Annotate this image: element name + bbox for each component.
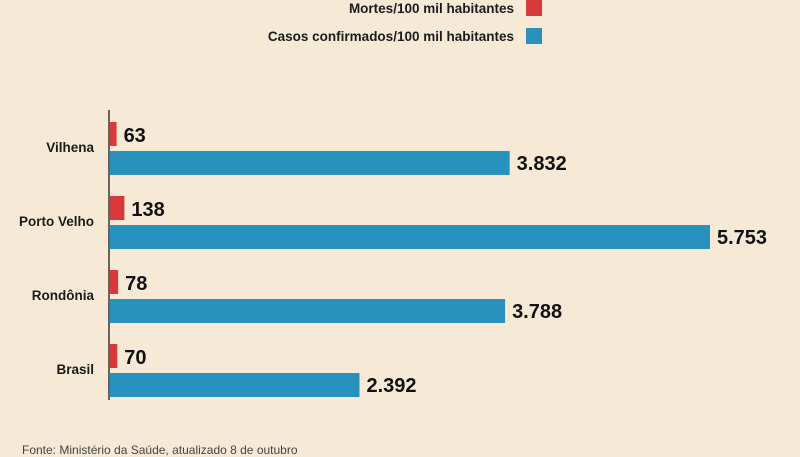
legend-swatch-deaths <box>526 0 542 16</box>
legend-label-deaths: Mortes/100 mil habitantes <box>348 0 514 16</box>
bar-deaths-1 <box>110 196 125 220</box>
bar-deaths-0 <box>110 122 117 146</box>
category-label-3: Brasil <box>56 362 94 377</box>
category-label-0: Vilhena <box>46 140 94 155</box>
data-label-cases-2: 3.788 <box>512 301 562 323</box>
bar-deaths-3 <box>110 344 118 368</box>
bar-cases-3 <box>110 373 360 397</box>
data-label-cases-3: 2.392 <box>366 375 416 397</box>
bar-cases-2 <box>110 299 506 323</box>
legend-item-cases: Casos confirmados/100 mil habitantes <box>268 28 542 44</box>
bar-cases-1 <box>110 225 710 249</box>
legend-label-cases: Casos confirmados/100 mil habitantes <box>267 28 514 44</box>
bar-cases-0 <box>110 151 510 175</box>
data-label-deaths-3: 70 <box>124 347 146 369</box>
category-label-1: Porto Velho <box>19 214 94 229</box>
data-label-deaths-0: 63 <box>124 125 146 147</box>
data-label-cases-1: 5.753 <box>717 227 767 249</box>
bar-deaths-2 <box>110 270 119 294</box>
category-label-2: Rondônia <box>32 288 95 303</box>
data-label-cases-0: 3.832 <box>517 153 567 175</box>
data-label-deaths-1: 138 <box>131 199 164 221</box>
legend-item-deaths: Mortes/100 mil habitantes <box>349 0 542 16</box>
source-note: Fonte: Ministério da Saúde, atualizado 8… <box>22 443 298 457</box>
legend-swatch-cases <box>526 28 542 44</box>
data-label-deaths-2: 78 <box>125 273 147 295</box>
